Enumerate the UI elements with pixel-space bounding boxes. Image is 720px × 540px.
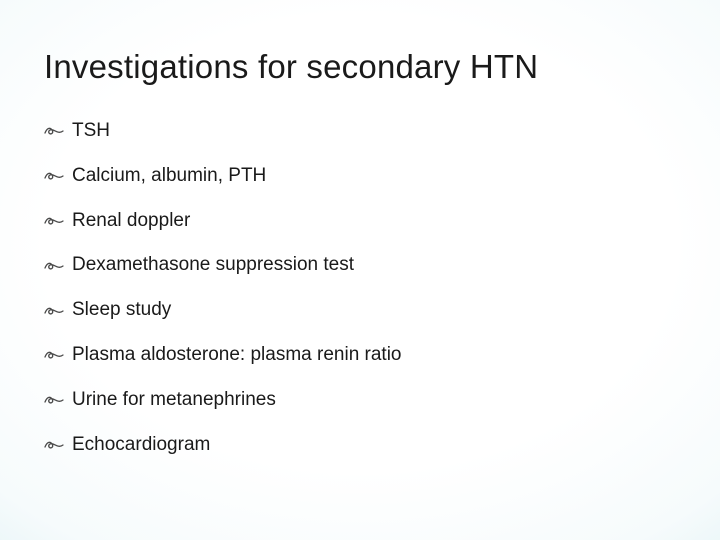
swirl-bullet-icon (44, 303, 66, 319)
list-item: Dexamethasone suppression test (38, 254, 682, 277)
swirl-bullet-icon (44, 347, 66, 363)
item-text: TSH (72, 120, 110, 143)
item-text: Urine for metanephrines (72, 389, 276, 412)
list-item: Calcium, albumin, PTH (38, 165, 682, 188)
item-text: Dexamethasone suppression test (72, 254, 354, 277)
slide-container: Investigations for secondary HTN TSH Cal… (0, 0, 720, 540)
swirl-bullet-icon (44, 392, 66, 408)
swirl-bullet-icon (44, 123, 66, 139)
list-item: Renal doppler (38, 210, 682, 233)
bullet-list: TSH Calcium, albumin, PTH Renal doppler … (38, 120, 682, 456)
item-text: Plasma aldosterone: plasma renin ratio (72, 344, 402, 367)
item-text: Renal doppler (72, 210, 190, 233)
list-item: TSH (38, 120, 682, 143)
item-text: Echocardiogram (72, 434, 210, 457)
swirl-bullet-icon (44, 168, 66, 184)
swirl-bullet-icon (44, 213, 66, 229)
item-text: Sleep study (72, 299, 171, 322)
slide-title: Investigations for secondary HTN (38, 48, 682, 86)
swirl-bullet-icon (44, 258, 66, 274)
list-item: Plasma aldosterone: plasma renin ratio (38, 344, 682, 367)
list-item: Sleep study (38, 299, 682, 322)
item-text: Calcium, albumin, PTH (72, 165, 266, 188)
swirl-bullet-icon (44, 437, 66, 453)
list-item: Echocardiogram (38, 434, 682, 457)
list-item: Urine for metanephrines (38, 389, 682, 412)
